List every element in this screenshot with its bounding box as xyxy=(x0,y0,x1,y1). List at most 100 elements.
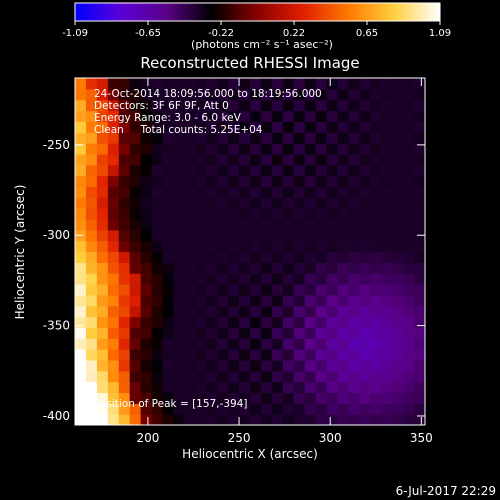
heatmap-cell xyxy=(129,349,142,361)
heatmap-cell xyxy=(348,381,360,394)
heatmap-cell xyxy=(151,294,164,307)
heatmap-cell xyxy=(206,338,218,350)
heatmap-cell xyxy=(228,197,240,209)
heatmap-cell xyxy=(195,392,207,404)
heatmap-cell xyxy=(282,186,295,198)
heatmap-cell xyxy=(75,240,87,253)
heatmap-cell xyxy=(304,381,317,394)
heatmap-cell xyxy=(392,99,404,112)
heatmap-cell xyxy=(195,240,207,253)
heatmap-cell xyxy=(228,316,240,328)
heatmap-cell xyxy=(173,370,185,383)
heatmap-cell xyxy=(206,229,218,242)
heatmap-cell xyxy=(75,186,87,198)
heatmap-cell xyxy=(403,208,415,220)
heatmap-cell xyxy=(392,284,404,296)
colorbar-tick-label: -0.65 xyxy=(135,28,161,39)
heatmap-cell xyxy=(107,403,120,415)
heatmap-cell xyxy=(96,99,109,112)
heatmap-cell xyxy=(206,316,218,328)
heatmap-cell xyxy=(359,208,371,220)
heatmap-cell xyxy=(162,143,175,155)
heatmap-cell xyxy=(75,132,87,144)
y-tick-label: -400 xyxy=(43,409,70,423)
heatmap-cell xyxy=(381,359,393,372)
heatmap-cell xyxy=(151,121,164,133)
heatmap-cell xyxy=(260,284,273,296)
heatmap-cell xyxy=(282,175,295,188)
heatmap-cell xyxy=(107,414,120,425)
heatmap-cell xyxy=(107,175,120,188)
heatmap-cell xyxy=(206,143,218,155)
heatmap-cell xyxy=(239,327,251,339)
heatmap-cell xyxy=(282,153,295,166)
heatmap-cell xyxy=(75,414,87,425)
heatmap-cell xyxy=(403,414,415,425)
heatmap-cell xyxy=(304,273,317,285)
heatmap-cell xyxy=(75,316,87,328)
heatmap-cell xyxy=(228,132,240,144)
heatmap-cell xyxy=(140,186,153,198)
heatmap-cell xyxy=(293,294,306,307)
heatmap-cell xyxy=(381,262,393,274)
heatmap-cell xyxy=(75,262,87,274)
heatmap-cell xyxy=(217,403,229,415)
heatmap-cell xyxy=(381,338,393,350)
heatmap-cell xyxy=(304,240,317,253)
heatmap-cell xyxy=(173,186,185,198)
heatmap-cell xyxy=(381,349,393,361)
heatmap-cell xyxy=(118,132,131,144)
heatmap-cell xyxy=(173,327,185,339)
heatmap-cell xyxy=(118,403,131,415)
heatmap-cell xyxy=(151,392,164,404)
heatmap-cell xyxy=(271,349,284,361)
heatmap-cell xyxy=(304,262,317,274)
heatmap-cell xyxy=(370,132,382,144)
heatmap-cell xyxy=(304,121,317,133)
heatmap-cell xyxy=(337,99,350,112)
heatmap-cell xyxy=(260,414,273,425)
heatmap-cell xyxy=(304,153,317,166)
heatmap-cell xyxy=(359,305,371,318)
heatmap-cell xyxy=(250,349,262,361)
heatmap-cell xyxy=(107,143,120,155)
heatmap-cell xyxy=(195,251,207,263)
heatmap-cell xyxy=(260,349,273,361)
heatmap-cell xyxy=(392,186,404,198)
heatmap-cell xyxy=(85,262,98,274)
heatmap-cell xyxy=(118,251,131,263)
heatmap-cell xyxy=(206,327,218,339)
heatmap-cell xyxy=(271,208,284,220)
heatmap-cell xyxy=(304,197,317,209)
heatmap-cell xyxy=(184,110,196,122)
heatmap-cell xyxy=(96,175,109,188)
heatmap-cell xyxy=(129,294,142,307)
heatmap-cell xyxy=(151,208,164,220)
heatmap-cell xyxy=(293,143,306,155)
heatmap-cell xyxy=(315,78,328,90)
heatmap-cell xyxy=(271,164,284,177)
heatmap-cell xyxy=(151,110,164,122)
heatmap-cell xyxy=(239,370,251,383)
heatmap-cell xyxy=(228,218,240,231)
heatmap-cell xyxy=(293,197,306,209)
heatmap-cell xyxy=(271,121,284,133)
heatmap-cell xyxy=(151,99,164,112)
heatmap-cell xyxy=(271,110,284,122)
heatmap-cell xyxy=(118,305,131,318)
heatmap-cell xyxy=(392,414,404,425)
heatmap-cell xyxy=(107,197,120,209)
heatmap-cell xyxy=(250,110,262,122)
heatmap-cell xyxy=(96,164,109,177)
heatmap-cell xyxy=(414,143,425,155)
heatmap-cell xyxy=(348,153,360,166)
heatmap-cell xyxy=(392,121,404,133)
heatmap-cell xyxy=(414,294,425,307)
heatmap-cell xyxy=(381,414,393,425)
heatmap-cell xyxy=(162,132,175,144)
heatmap-cell xyxy=(359,414,371,425)
heatmap-cell xyxy=(129,218,142,231)
heatmap-cell xyxy=(348,240,360,253)
heatmap-cell xyxy=(282,132,295,144)
heatmap-cell xyxy=(250,186,262,198)
